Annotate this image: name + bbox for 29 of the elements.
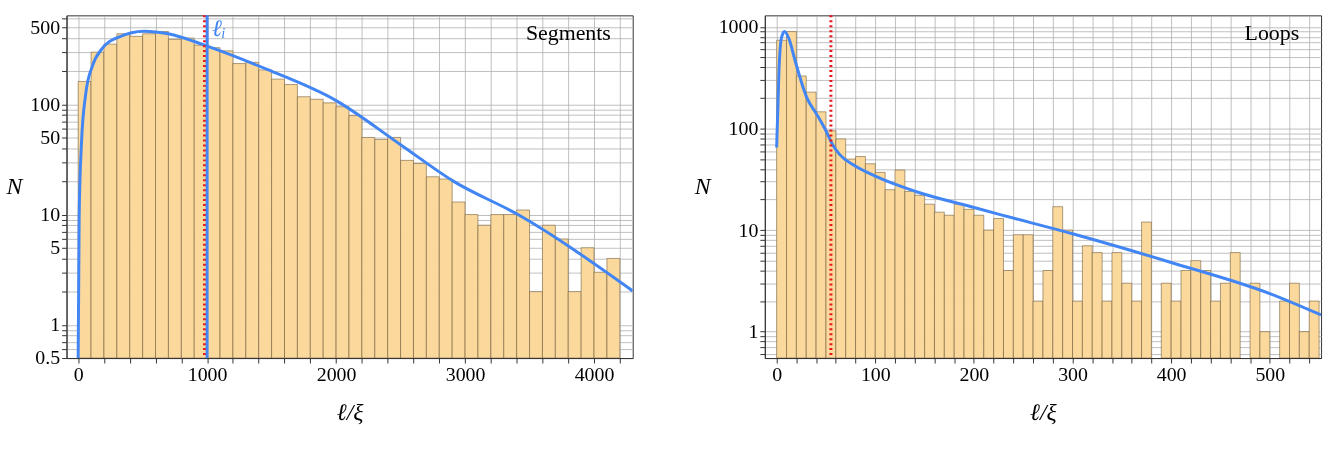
x-axis-title: ℓ/ξ — [336, 399, 365, 426]
x-tick-label: 3000 — [445, 363, 486, 386]
y-tick-label: 10 — [40, 203, 61, 226]
x-tick-label: 2000 — [316, 363, 357, 386]
x-tick-label: 400 — [1156, 363, 1187, 386]
y-tick-label: 500 — [30, 15, 61, 38]
y-axis-title: N — [5, 173, 24, 200]
annotation: Loops — [1244, 21, 1300, 46]
x-tick-label: 300 — [1058, 363, 1088, 386]
y-axis-title: N — [693, 173, 712, 200]
y-tick-label: 100 — [30, 92, 61, 115]
y-tick-label: 1 — [748, 320, 759, 343]
x-axis-title: ℓ/ξ — [1030, 399, 1058, 426]
y-tick-label: 1 — [50, 313, 61, 336]
y-tick-label: 10 — [738, 218, 759, 241]
x-tick-label: 500 — [1255, 363, 1286, 386]
x-tick-label: 100 — [860, 363, 891, 386]
ref-line-label: ℓᵢ — [212, 15, 226, 42]
y-tick-label: 5 — [50, 236, 61, 259]
x-tick-label: 200 — [959, 363, 990, 386]
y-tick-label: 100 — [728, 116, 759, 139]
y-tick-label: 50 — [40, 125, 61, 148]
y-tick-label: 1000 — [718, 15, 759, 38]
annotation: Segments — [525, 21, 611, 46]
y-tick-label: 0.5 — [35, 346, 61, 369]
x-tick-label: 0 — [772, 363, 783, 386]
x-tick-label: 4000 — [574, 363, 615, 386]
x-tick-label: 1000 — [187, 363, 228, 386]
x-tick-label: 0 — [73, 363, 84, 386]
